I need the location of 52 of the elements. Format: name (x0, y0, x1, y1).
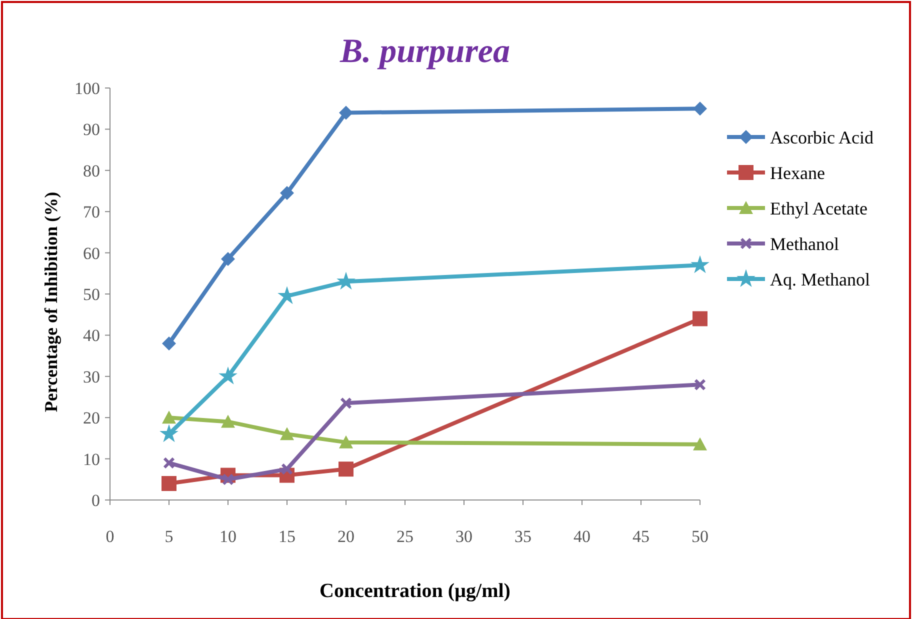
x-tick-label: 50 (692, 527, 708, 546)
x-tick-label: 35 (514, 527, 532, 546)
y-tick-label: 80 (83, 161, 100, 180)
x-tick-label: 15 (278, 527, 296, 546)
point (221, 252, 235, 266)
x-tick-label: 25 (396, 527, 414, 546)
x-tick-label: 10 (220, 527, 236, 546)
x-tick-label: 0 (106, 527, 114, 546)
point (339, 106, 353, 120)
y-tick-label: 50 (83, 284, 100, 304)
point (693, 437, 707, 450)
y-tick-label: 0 (92, 490, 100, 510)
y-axis-title: Percentage of Inhibition (%) (41, 192, 61, 412)
x-tick-label: 30 (456, 527, 472, 546)
point (692, 311, 708, 326)
legend-label: Ascorbic Acid (770, 127, 874, 148)
legend-label: Aq. Methanol (770, 269, 870, 290)
point (280, 186, 294, 200)
y-tick-label: 90 (83, 120, 100, 140)
point (221, 414, 235, 428)
point (163, 456, 175, 469)
y-tick-label: 10 (83, 450, 100, 469)
x-tick-label: 40 (574, 527, 590, 546)
point (162, 476, 176, 492)
point (340, 397, 352, 410)
legend-label: Hexane (770, 162, 825, 183)
point (690, 255, 710, 274)
point (693, 102, 707, 116)
chart-title: B. purpurea (338, 33, 510, 70)
y-tick-label: 20 (83, 408, 100, 428)
point (160, 424, 178, 442)
point (162, 336, 176, 350)
point (338, 462, 354, 477)
point (280, 427, 294, 440)
legend-label: Ethyl Acetate (770, 198, 868, 218)
x-axis-title: Concentration (µg/ml) (320, 580, 510, 602)
y-tick-label: 30 (83, 367, 100, 386)
legend-label: Methanol (770, 234, 839, 254)
point (222, 473, 234, 486)
y-tick-label: 100 (74, 78, 100, 98)
point (281, 463, 293, 476)
y-tick-label: 40 (83, 326, 100, 346)
point (218, 366, 238, 384)
x-tick-label: 45 (632, 527, 650, 546)
point (336, 272, 356, 290)
x-tick-label: 5 (164, 527, 174, 546)
y-tick-label: 70 (83, 202, 100, 222)
point (694, 378, 706, 391)
point (162, 410, 176, 424)
point (339, 435, 353, 448)
x-tick-label: 20 (338, 527, 354, 546)
y-tick-label: 60 (83, 244, 100, 263)
